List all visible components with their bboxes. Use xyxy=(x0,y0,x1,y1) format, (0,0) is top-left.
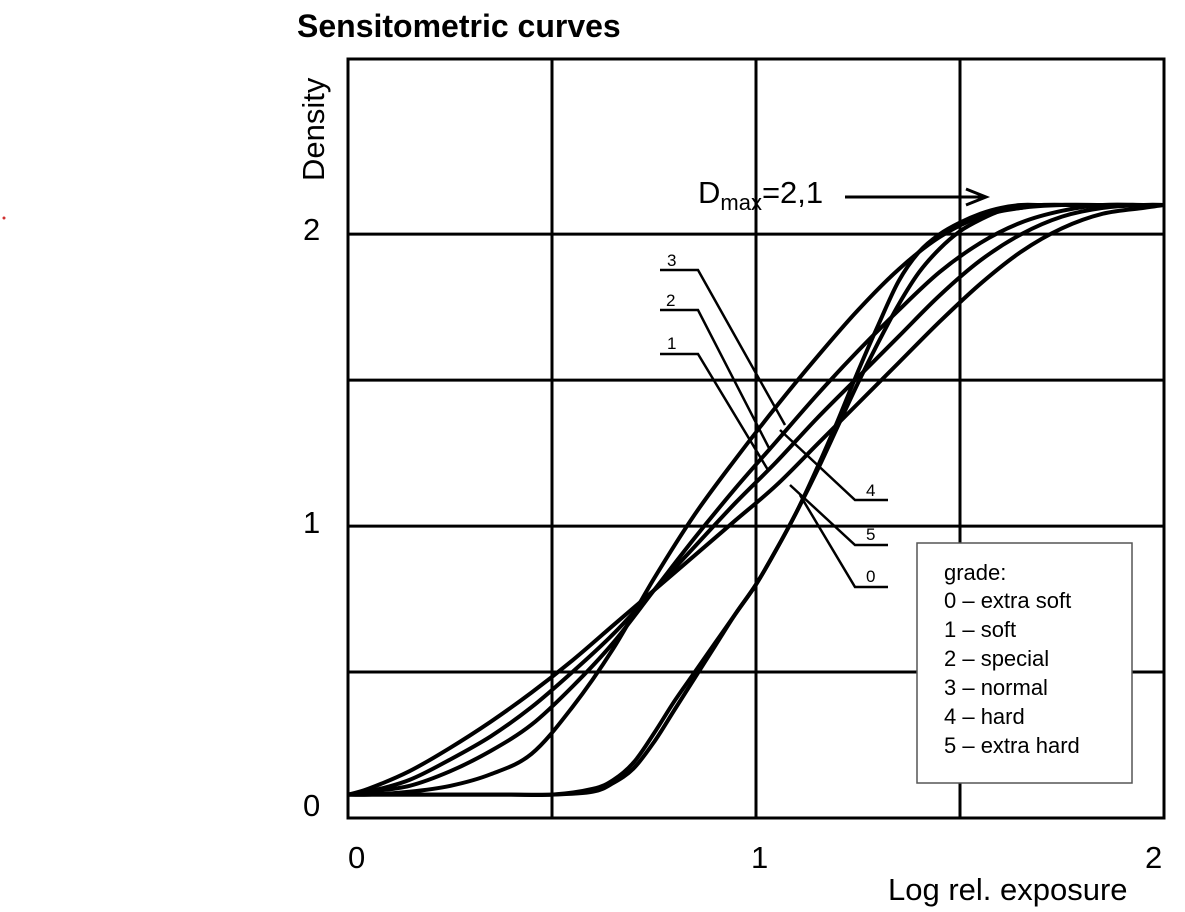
legend-entry-0: 0 – extra soft xyxy=(944,588,1071,613)
dmax-suffix: =2,1 xyxy=(762,175,823,210)
y-tick-2: 2 xyxy=(303,212,320,247)
curve-grade-5 xyxy=(348,202,1164,797)
callout-label-1: 1 xyxy=(667,334,676,353)
x-tick-1: 1 xyxy=(751,840,768,875)
curve-grade-2 xyxy=(347,202,1164,797)
curve-grade-1 xyxy=(347,202,1165,797)
legend-entry-4: 4 – hard xyxy=(944,704,1025,729)
legend-box xyxy=(916,542,1133,784)
callout-label-3: 3 xyxy=(667,251,676,270)
chart-title: Sensitometric curves xyxy=(297,8,621,44)
callout-label-4: 4 xyxy=(866,481,875,500)
y-tick-0: 0 xyxy=(303,788,320,823)
dmax-label: Dmax=2,1 xyxy=(698,175,823,215)
legend-entry-1: 1 – soft xyxy=(944,617,1016,642)
dmax-arrow-head xyxy=(965,187,991,207)
curves-group xyxy=(347,202,1165,798)
plot-frame xyxy=(346,57,1166,820)
x-axis-label: Log rel. exposure xyxy=(888,872,1128,907)
legend-title: grade: xyxy=(944,560,1006,585)
callout-1 xyxy=(660,352,770,471)
callout-label-2: 2 xyxy=(666,291,675,310)
legend-entry-3: 3 – normal xyxy=(944,675,1048,700)
callout-label-0: 0 xyxy=(866,567,875,586)
stray-dot xyxy=(2,216,6,220)
callout-label-5: 5 xyxy=(866,525,875,544)
legend-entry-2: 2 – special xyxy=(944,646,1049,671)
plot-grid xyxy=(348,59,1164,818)
dmax-prefix: D xyxy=(698,175,720,210)
x-tick-2: 2 xyxy=(1145,840,1162,875)
callout-4 xyxy=(779,429,888,502)
callout-0 xyxy=(798,494,888,589)
curve-grade-0 xyxy=(347,203,1165,797)
legend-entry-5: 5 – extra hard xyxy=(944,733,1080,758)
y-axis-label: Density xyxy=(296,77,331,181)
dmax-subscript: max xyxy=(720,190,762,215)
callout-3 xyxy=(660,268,787,426)
callout-2 xyxy=(660,308,772,451)
callout-5 xyxy=(789,484,888,547)
y-tick-1: 1 xyxy=(303,505,320,540)
x-tick-0: 0 xyxy=(348,840,365,875)
